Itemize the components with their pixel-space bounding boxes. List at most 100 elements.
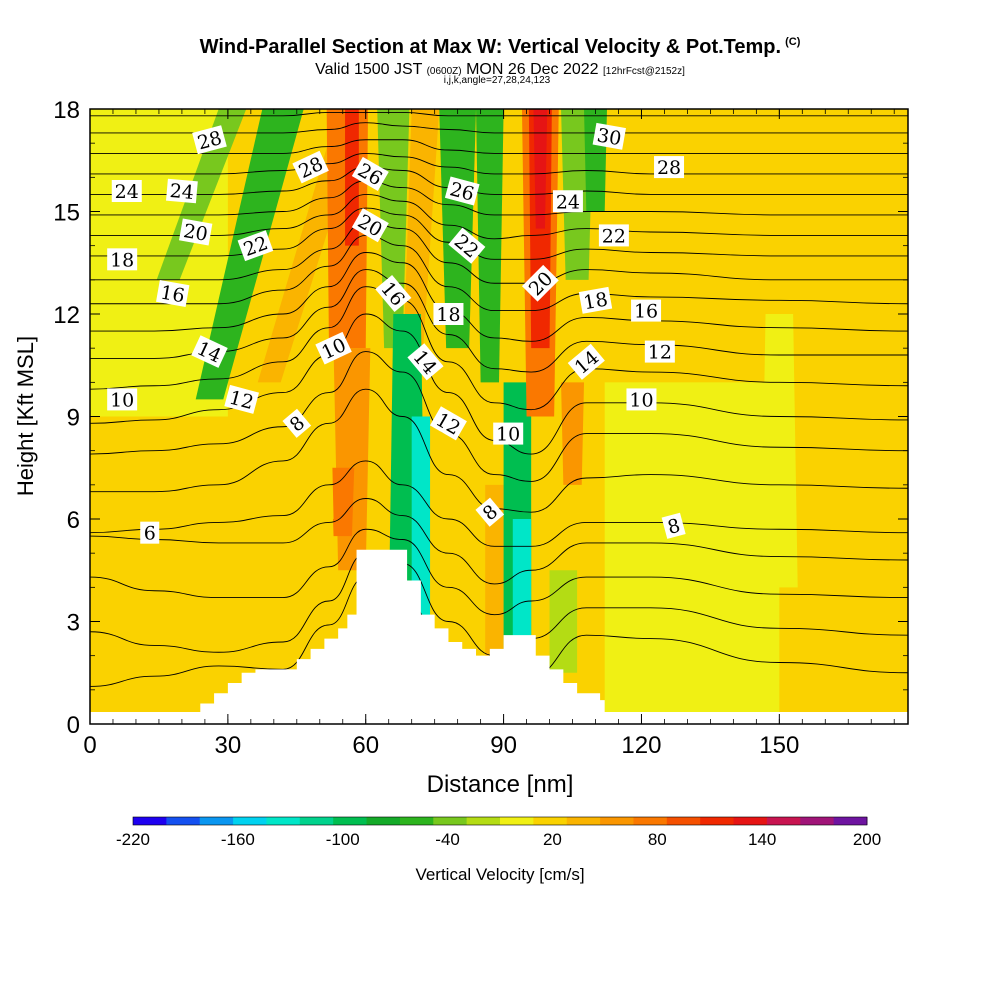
isentrope-label: 28 xyxy=(192,125,227,155)
isentrope-label-text: 10 xyxy=(496,424,520,446)
isentrope-label-text: 10 xyxy=(110,389,134,411)
isentrope-label: 8 xyxy=(661,512,686,539)
field-weak-region xyxy=(604,382,780,724)
isentrope-label-text: 12 xyxy=(648,342,672,364)
copyright-mark: (C) xyxy=(785,36,801,49)
isentrope-label: 8 xyxy=(282,408,312,438)
isentrope-line xyxy=(90,269,908,373)
x-tick-label: 30 xyxy=(215,732,242,759)
velocity-band xyxy=(331,467,355,537)
colorbar-tick-label: -40 xyxy=(435,830,460,849)
isentrope-label-box xyxy=(375,274,412,313)
isentrope-label: 22 xyxy=(598,224,629,247)
colorbar-swatch xyxy=(166,817,201,825)
isentrope-label-text: 28 xyxy=(657,157,681,179)
isentrope-label-box xyxy=(156,280,190,307)
isentrope-label-box xyxy=(237,230,274,262)
colorbar-tick-label: 20 xyxy=(543,830,562,849)
isentrope-label: 18 xyxy=(578,286,613,314)
colorbar-swatch xyxy=(800,817,835,825)
isentrope-line xyxy=(90,180,908,216)
isentrope-label: 16 xyxy=(156,280,190,308)
colorbar-swatch xyxy=(700,817,735,825)
y-tick-label: 0 xyxy=(67,712,80,739)
isentrope-label: 24 xyxy=(552,190,583,213)
isentrope-label: 10 xyxy=(626,388,657,411)
terrain-fill xyxy=(90,549,908,724)
isentrope-lines xyxy=(90,111,908,698)
isentrope-label-box xyxy=(140,521,160,544)
axes: 0 30 60 90 120 150 0 3 6 9 12 15 18 xyxy=(53,97,908,759)
velocity-band xyxy=(834,245,890,690)
isentrope-label-box xyxy=(224,384,259,414)
isentrope-label-text: 6 xyxy=(144,523,156,545)
colorbar-swatch xyxy=(633,817,668,825)
colorbar-swatch xyxy=(299,817,334,825)
isentrope-label-text: 18 xyxy=(110,249,134,271)
colorbar-swatch xyxy=(566,817,601,825)
chart-title: Wind-Parallel Section at Max W: Vertical… xyxy=(0,36,1000,59)
colorbar-swatch xyxy=(733,817,768,825)
isentrope-label-box xyxy=(578,286,613,314)
isentrope-label-text: 18 xyxy=(436,304,460,326)
isentrope-label-text: 24 xyxy=(169,180,195,204)
isentrope-label-box xyxy=(166,178,198,204)
isentrope-label: 10 xyxy=(107,388,138,411)
isentrope-label-box xyxy=(429,406,467,441)
terrain xyxy=(90,549,908,724)
y-axis-label: Height [Kft MSL] xyxy=(13,336,38,496)
isentrope-label-text: 16 xyxy=(159,282,187,308)
isentrope-label-box xyxy=(111,180,142,202)
colorbar-swatch xyxy=(233,817,267,825)
velocity-band xyxy=(512,519,532,656)
isentrope-label: 6 xyxy=(140,521,160,545)
isentrope-label: 26 xyxy=(444,176,480,206)
isentrope-label-box xyxy=(315,331,352,365)
colorbar-frame xyxy=(132,816,868,826)
y-tick-label: 9 xyxy=(67,405,80,432)
isentrope-line xyxy=(90,234,908,312)
isentrope-label: 8 xyxy=(475,497,505,527)
colorbar-swatch xyxy=(133,817,167,825)
isentrope-label-box xyxy=(521,264,559,302)
velocity-band xyxy=(485,484,504,656)
isentrope-label-text: 24 xyxy=(115,181,139,203)
colorbar-tick-label: 80 xyxy=(648,830,667,849)
isentrope-label-box xyxy=(191,335,228,368)
x-tick-label: 90 xyxy=(490,732,517,759)
colorbar-swatch xyxy=(433,817,468,825)
isentrope-label: 30 xyxy=(592,122,626,150)
isentrope-line xyxy=(90,552,908,657)
colorbar-swatch xyxy=(766,817,801,825)
isentrope-label-box xyxy=(192,125,227,155)
x-axis-label: Distance [nm] xyxy=(427,771,574,798)
isentrope-line xyxy=(90,139,908,154)
isentrope-label-text: 22 xyxy=(602,225,626,247)
velocity-band xyxy=(476,109,504,383)
isentrope-label: 16 xyxy=(631,299,662,323)
colorbar-swatch xyxy=(533,817,568,825)
y-tick-label: 18 xyxy=(53,97,80,124)
colorbar-tick-label: -100 xyxy=(326,830,360,849)
velocity-band xyxy=(439,109,477,349)
isentrope-line xyxy=(90,152,908,175)
colorbar-swatch xyxy=(399,817,434,825)
isentrope-label: 26 xyxy=(351,156,389,191)
isentrope-label-text: 8 xyxy=(665,515,682,539)
colorbar-swatch xyxy=(333,817,368,825)
isentrope-label-box xyxy=(654,156,685,179)
colorbar-swatch xyxy=(600,817,634,825)
x-tick-label: 0 xyxy=(83,732,96,759)
velocity-band xyxy=(333,348,371,571)
colorbar-swatch xyxy=(500,817,534,825)
velocity-band xyxy=(533,109,548,229)
isentrope-line xyxy=(90,388,908,513)
colorbar-tick-label: -220 xyxy=(116,830,150,849)
isentrope-label-text: 16 xyxy=(634,301,658,323)
velocity-band xyxy=(411,416,431,622)
forecast-text: [12hrFcst@2152z] xyxy=(603,66,685,77)
isentrope-line xyxy=(90,166,908,195)
isentrope-label-box xyxy=(644,340,675,363)
isentrope-label-box xyxy=(107,248,138,271)
